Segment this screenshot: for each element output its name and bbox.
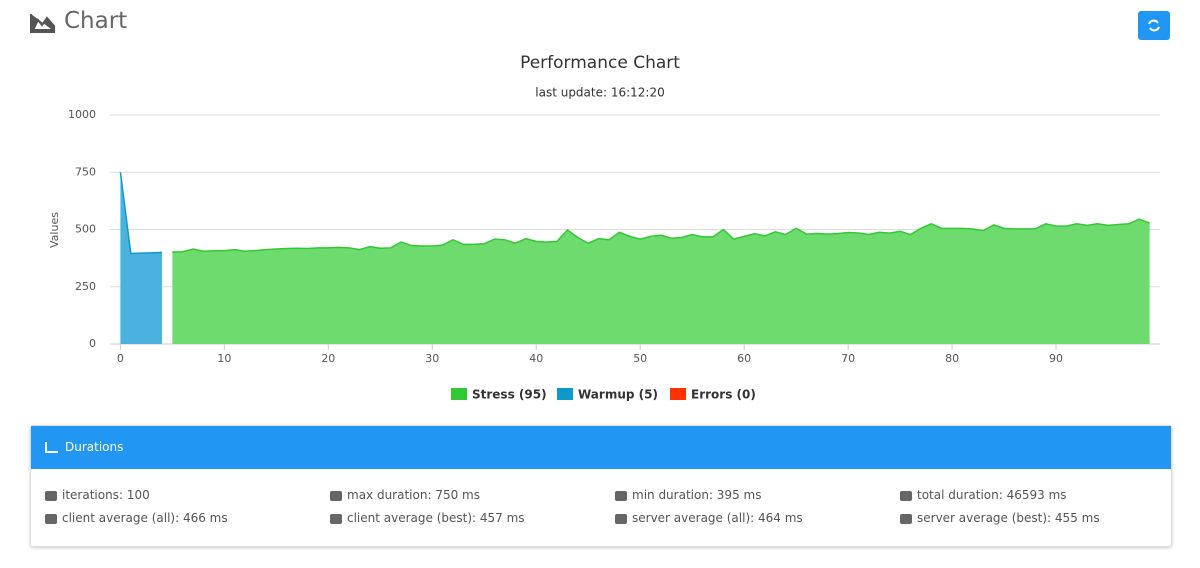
- legend-label: Warmup (5): [578, 388, 658, 402]
- line: [172, 218, 1150, 253]
- x-tick-label: 90: [1049, 352, 1063, 365]
- refresh-icon: [1148, 19, 1160, 32]
- y-axis-label: Values: [48, 212, 61, 248]
- line: [119, 172, 163, 255]
- duration-item: client average (all): 466 ms: [45, 511, 228, 525]
- durations-panel: Durations iterations: 100 max duration: 7…: [30, 425, 1172, 547]
- x-tick-label: 20: [321, 352, 335, 365]
- area: [120, 172, 162, 344]
- refresh-button[interactable]: [1138, 11, 1170, 40]
- legend-swatch: [451, 388, 467, 400]
- chart-icon: [30, 14, 55, 33]
- legend-swatch: [670, 388, 686, 400]
- area: [172, 219, 1150, 344]
- y-tick-label: 500: [75, 223, 96, 236]
- x-tick-label: 60: [737, 352, 751, 365]
- chart: Performance Chart last update: 16:12:20 …: [48, 53, 1160, 402]
- y-tick-label: 0: [89, 337, 96, 350]
- chart-subtitle: last update: 16:12:20: [535, 86, 665, 100]
- duration-item: server average (best): 455 ms: [900, 511, 1100, 525]
- legend-swatch: [557, 388, 573, 400]
- duration-item: server average (all): 464 ms: [615, 511, 803, 525]
- y-tick-label: 750: [75, 165, 96, 178]
- x-tick-label: 30: [425, 352, 439, 365]
- duration-item: min duration: 395 ms: [615, 488, 761, 502]
- x-tick-label: 10: [217, 352, 231, 365]
- x-tick-label: 70: [841, 352, 855, 365]
- y-tick-label: 250: [75, 280, 96, 293]
- x-tick-label: 0: [117, 352, 124, 365]
- legend-label: Errors (0): [691, 388, 756, 402]
- duration-item: total duration: 46593 ms: [900, 488, 1067, 502]
- chart-title: Performance Chart: [520, 53, 680, 73]
- x-tick-label: 50: [633, 352, 647, 365]
- duration-item: max duration: 750 ms: [330, 488, 480, 502]
- x-tick-label: 80: [945, 352, 959, 365]
- x-tick-label: 40: [529, 352, 543, 365]
- header-title: Chart: [64, 8, 128, 34]
- panel-title: Durations: [31, 426, 1171, 469]
- y-tick-label: 1000: [68, 108, 96, 121]
- legend-label: Stress (95): [472, 388, 547, 402]
- duration-item: client average (best): 457 ms: [330, 511, 525, 525]
- duration-item: iterations: 100: [45, 488, 150, 502]
